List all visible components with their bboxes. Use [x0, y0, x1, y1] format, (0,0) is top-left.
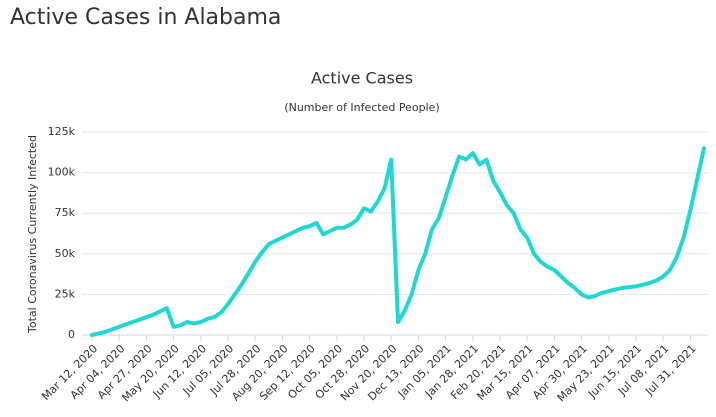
series-line [90, 146, 706, 337]
chart-title: Active Cases [311, 69, 413, 88]
page-title: Active Cases in Alabama [10, 5, 281, 30]
y-tick-label: 100k [48, 166, 76, 179]
y-tick-label: 50k [55, 247, 76, 260]
y-axis-label: Total Coronavirus Currently Infected [26, 135, 39, 334]
chart-subtitle: (Number of Infected People) [284, 101, 439, 114]
y-tick-label: 25k [55, 287, 76, 300]
y-tick-label: 0 [68, 328, 75, 341]
y-tick-label: 75k [55, 206, 76, 219]
y-tick-label: 125k [48, 125, 76, 138]
